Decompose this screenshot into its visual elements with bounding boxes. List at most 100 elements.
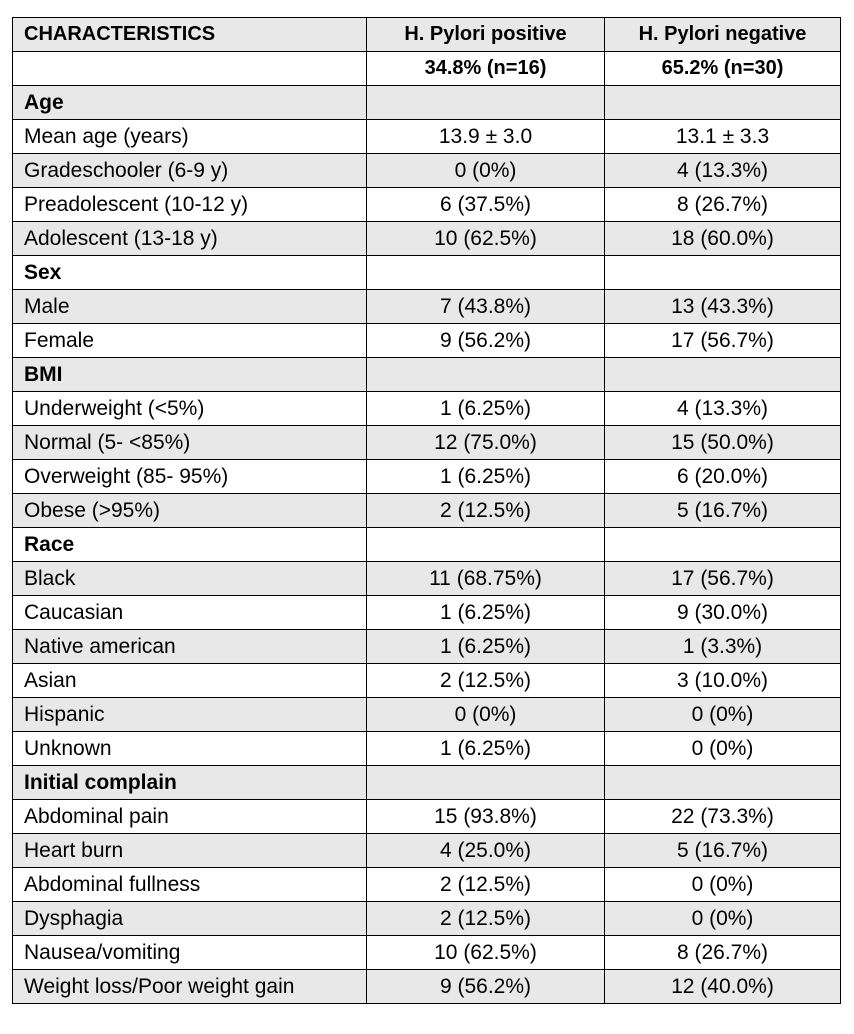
positive-value: 1 (6.25%) bbox=[366, 629, 605, 664]
row-label: Nausea/vomiting bbox=[12, 935, 367, 970]
positive-value: 9 (56.2%) bbox=[366, 969, 605, 1004]
row-label: Adolescent (13-18 y) bbox=[12, 221, 367, 256]
positive-value: 2 (12.5%) bbox=[366, 901, 605, 936]
negative-value: 5 (16.7%) bbox=[604, 493, 841, 528]
table-row: Male 7 (43.8%) 13 (43.3%) bbox=[12, 289, 841, 324]
negative-value: 4 (13.3%) bbox=[604, 391, 841, 426]
negative-value: 17 (56.7%) bbox=[604, 561, 841, 596]
row-label: Native american bbox=[12, 629, 367, 664]
row-label: Normal (5- <85%) bbox=[12, 425, 367, 460]
positive-value bbox=[366, 357, 605, 392]
row-label: Preadolescent (10-12 y) bbox=[12, 187, 367, 222]
row-label: Caucasian bbox=[12, 595, 367, 630]
section-row: Sex bbox=[12, 255, 841, 290]
negative-value: 3 (10.0%) bbox=[604, 663, 841, 698]
positive-value: 1 (6.25%) bbox=[366, 391, 605, 426]
header-subrow: 34.8% (n=16) 65.2% (n=30) bbox=[12, 51, 841, 86]
positive-value: 1 (6.25%) bbox=[366, 459, 605, 494]
section-row: Age bbox=[12, 85, 841, 120]
negative-value: 8 (26.7%) bbox=[604, 187, 841, 222]
positive-value: 2 (12.5%) bbox=[366, 493, 605, 528]
section-row: BMI bbox=[12, 357, 841, 392]
negative-value: 1 (3.3%) bbox=[604, 629, 841, 664]
table-row: Abdominal fullness 2 (12.5%) 0 (0%) bbox=[12, 867, 841, 902]
negative-value: 0 (0%) bbox=[604, 901, 841, 936]
negative-value: 0 (0%) bbox=[604, 697, 841, 732]
section-label: Initial complain bbox=[12, 765, 367, 800]
table-row: Obese (>95%) 2 (12.5%) 5 (16.7%) bbox=[12, 493, 841, 528]
negative-value: 6 (20.0%) bbox=[604, 459, 841, 494]
positive-value: 10 (62.5%) bbox=[366, 935, 605, 970]
negative-value bbox=[604, 765, 841, 800]
negative-value: 13 (43.3%) bbox=[604, 289, 841, 324]
header-negative-n: 65.2% (n=30) bbox=[604, 51, 841, 86]
positive-value: 1 (6.25%) bbox=[366, 595, 605, 630]
table-row: Unknown 1 (6.25%) 0 (0%) bbox=[12, 731, 841, 766]
negative-value: 12 (40.0%) bbox=[604, 969, 841, 1004]
row-label: Gradeschooler (6-9 y) bbox=[12, 153, 367, 188]
positive-value: 13.9 ± 3.0 bbox=[366, 119, 605, 154]
table-row: Mean age (years) 13.9 ± 3.0 13.1 ± 3.3 bbox=[12, 119, 841, 154]
positive-value: 15 (93.8%) bbox=[366, 799, 605, 834]
table-row: Underweight (<5%) 1 (6.25%) 4 (13.3%) bbox=[12, 391, 841, 426]
negative-value: 18 (60.0%) bbox=[604, 221, 841, 256]
negative-value: 13.1 ± 3.3 bbox=[604, 119, 841, 154]
table-row: Gradeschooler (6-9 y) 0 (0%) 4 (13.3%) bbox=[12, 153, 841, 188]
section-row: Initial complain bbox=[12, 765, 841, 800]
row-label: Black bbox=[12, 561, 367, 596]
positive-value bbox=[366, 765, 605, 800]
row-label: Abdominal pain bbox=[12, 799, 367, 834]
row-label: Female bbox=[12, 323, 367, 358]
table-row: Native american 1 (6.25%) 1 (3.3%) bbox=[12, 629, 841, 664]
section-label: BMI bbox=[12, 357, 367, 392]
section-label: Sex bbox=[12, 255, 367, 290]
negative-value: 15 (50.0%) bbox=[604, 425, 841, 460]
section-label: Age bbox=[12, 85, 367, 120]
row-label: Male bbox=[12, 289, 367, 324]
header-sub-empty bbox=[12, 51, 367, 86]
table-row: Dysphagia 2 (12.5%) 0 (0%) bbox=[12, 901, 841, 936]
negative-value: 5 (16.7%) bbox=[604, 833, 841, 868]
positive-value bbox=[366, 527, 605, 562]
positive-value: 6 (37.5%) bbox=[366, 187, 605, 222]
positive-value: 12 (75.0%) bbox=[366, 425, 605, 460]
positive-value: 9 (56.2%) bbox=[366, 323, 605, 358]
negative-value bbox=[604, 255, 841, 290]
negative-value bbox=[604, 527, 841, 562]
table-row: Nausea/vomiting 10 (62.5%) 8 (26.7%) bbox=[12, 935, 841, 970]
table-row: Adolescent (13-18 y) 10 (62.5%) 18 (60.0%) bbox=[12, 221, 841, 256]
characteristics-table: CHARACTERISTICS H. Pylori positive H. Py… bbox=[12, 17, 841, 1004]
section-label: Race bbox=[12, 527, 367, 562]
negative-value bbox=[604, 85, 841, 120]
negative-value bbox=[604, 357, 841, 392]
row-label: Hispanic bbox=[12, 697, 367, 732]
positive-value: 0 (0%) bbox=[366, 697, 605, 732]
table-row: Asian 2 (12.5%) 3 (10.0%) bbox=[12, 663, 841, 698]
table-row: Normal (5- <85%) 12 (75.0%) 15 (50.0%) bbox=[12, 425, 841, 460]
positive-value: 11 (68.75%) bbox=[366, 561, 605, 596]
positive-value bbox=[366, 85, 605, 120]
negative-value: 22 (73.3%) bbox=[604, 799, 841, 834]
table-row: Weight loss/Poor weight gain 9 (56.2%) 12 … bbox=[12, 969, 841, 1004]
row-label: Obese (>95%) bbox=[12, 493, 367, 528]
positive-value: 2 (12.5%) bbox=[366, 663, 605, 698]
negative-value: 0 (0%) bbox=[604, 867, 841, 902]
row-label: Abdominal fullness bbox=[12, 867, 367, 902]
negative-value: 0 (0%) bbox=[604, 731, 841, 766]
row-label: Unknown bbox=[12, 731, 367, 766]
table-row: Hispanic 0 (0%) 0 (0%) bbox=[12, 697, 841, 732]
positive-value: 4 (25.0%) bbox=[366, 833, 605, 868]
row-label: Dysphagia bbox=[12, 901, 367, 936]
header-characteristics: CHARACTERISTICS bbox=[12, 17, 367, 52]
positive-value bbox=[366, 255, 605, 290]
positive-value: 2 (12.5%) bbox=[366, 867, 605, 902]
row-label: Weight loss/Poor weight gain bbox=[12, 969, 367, 1004]
row-label: Overweight (85- 95%) bbox=[12, 459, 367, 494]
header-positive-n: 34.8% (n=16) bbox=[366, 51, 605, 86]
table-row: Female 9 (56.2%) 17 (56.7%) bbox=[12, 323, 841, 358]
row-label: Underweight (<5%) bbox=[12, 391, 367, 426]
table-row: Heart burn 4 (25.0%) 5 (16.7%) bbox=[12, 833, 841, 868]
header-hpylori-negative: H. Pylori negative bbox=[604, 17, 841, 52]
characteristics-table-container: CHARACTERISTICS H. Pylori positive H. Py… bbox=[12, 17, 841, 1004]
row-label: Heart burn bbox=[12, 833, 367, 868]
